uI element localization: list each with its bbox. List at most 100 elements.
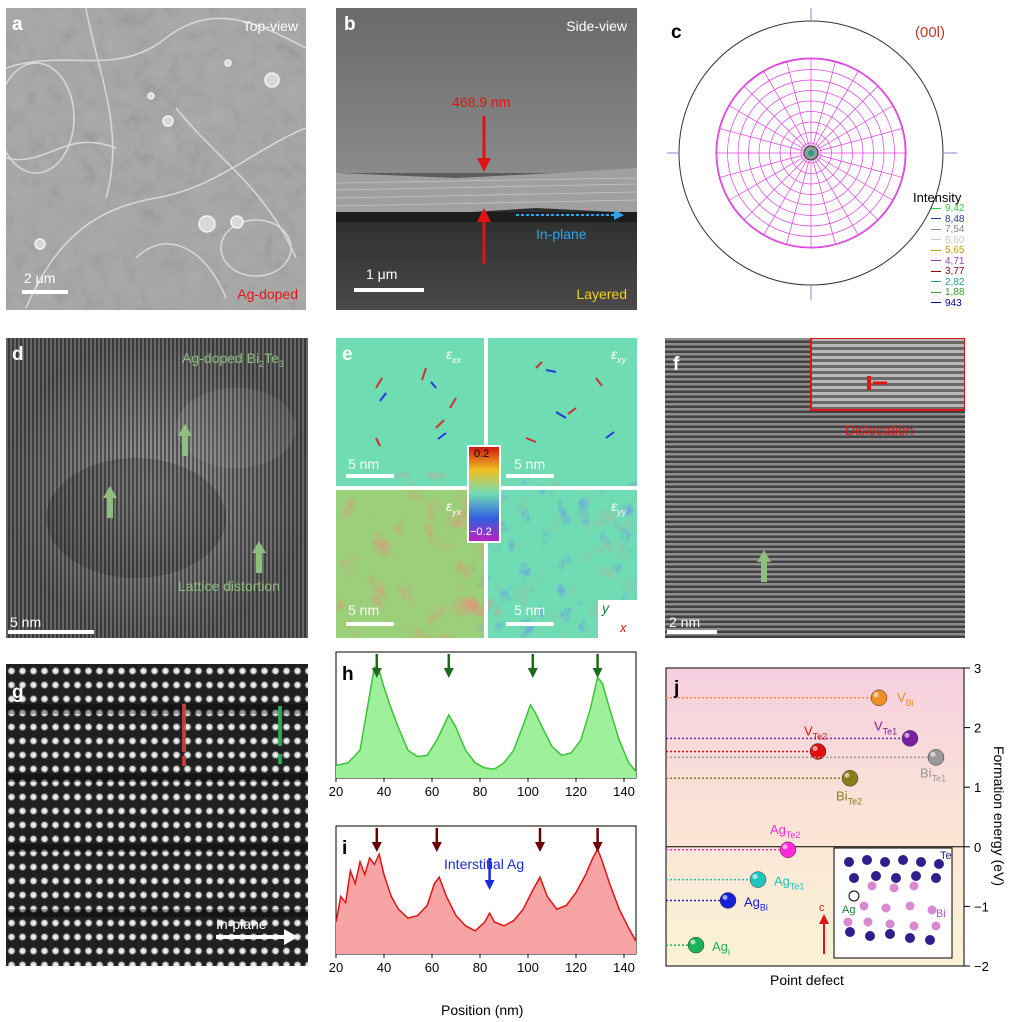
defect-point-highlight bbox=[873, 692, 879, 698]
chart-i: 20 40 60 80 100 120 140 bbox=[329, 825, 637, 975]
thickness-label: 468.9 nm bbox=[452, 94, 511, 110]
panel-label-i: i bbox=[342, 838, 348, 859]
interstitial-arrow-head bbox=[484, 880, 495, 890]
peak-arrow-head bbox=[527, 668, 538, 678]
defect-point-highlight bbox=[782, 844, 788, 850]
grid-spoke bbox=[810, 61, 836, 154]
defect-point bbox=[870, 689, 888, 707]
strain-yx-label: εyx bbox=[446, 498, 462, 517]
defect-label-sub: i bbox=[728, 947, 730, 957]
defect-point bbox=[779, 841, 797, 859]
scale-bar bbox=[667, 630, 717, 634]
x-tick-label: 60 bbox=[425, 784, 439, 799]
intensity-swatch bbox=[931, 302, 941, 304]
strain-yy-label: εyy bbox=[611, 498, 627, 517]
thickness-arrows bbox=[477, 116, 624, 264]
panel-label: c bbox=[671, 22, 682, 43]
scale-bar-label: 5 nm bbox=[514, 456, 546, 472]
axis-x-label: x bbox=[620, 620, 627, 635]
intensity-level: 5,657 bbox=[931, 245, 965, 257]
defect-point-highlight bbox=[930, 751, 936, 757]
grid-spoke bbox=[810, 152, 859, 236]
intensity-value: 5,657 bbox=[945, 245, 965, 256]
x-tick-label: 140 bbox=[613, 784, 635, 799]
peak-arrow-head bbox=[443, 668, 454, 678]
scale-bar-label: 1 μm bbox=[366, 266, 398, 282]
y-tick-label: −2 bbox=[974, 959, 989, 974]
grid-spoke bbox=[786, 61, 812, 154]
scale-bar-label: 5 nm bbox=[514, 602, 546, 618]
defect-point bbox=[901, 730, 919, 747]
intensity-value: 2,829 bbox=[945, 276, 965, 288]
scale-bar bbox=[354, 288, 424, 292]
panel-label: f bbox=[673, 354, 680, 375]
panel-label: a bbox=[12, 14, 23, 35]
intensity-swatch bbox=[931, 218, 941, 220]
lattice-distortion-label: Lattice distortion bbox=[178, 578, 280, 594]
scale-bar-label: 2 nm bbox=[669, 614, 701, 630]
dislocation-label: Dislocation bbox=[845, 422, 914, 438]
structure-bi-label: Bi bbox=[936, 908, 946, 920]
intensity-legend: 9,4298,4867,5436,6005,6574,7153,7722,829… bbox=[931, 203, 965, 309]
y-tick-label: 1 bbox=[974, 780, 981, 795]
intensity-title: Intensity bbox=[913, 190, 962, 205]
panel-label: d bbox=[12, 344, 24, 365]
defect-label-sub: Te2 bbox=[813, 731, 828, 741]
sem-topview-image bbox=[6, 8, 306, 310]
intensity-level: 6,600 bbox=[931, 235, 965, 247]
defect-label-sub: Te1 bbox=[790, 882, 805, 892]
colorbar-max-label: 0.2 bbox=[474, 448, 490, 460]
defect-point-highlight bbox=[904, 732, 910, 738]
panel-d-hrtem: d Ag-doped Bi2Te3 Lattice distortion 5 n… bbox=[6, 338, 308, 638]
grid-spoke bbox=[763, 70, 812, 154]
scale-bar-label: 5 nm bbox=[10, 614, 42, 630]
grid-spoke bbox=[719, 128, 812, 154]
grid-spoke bbox=[810, 85, 879, 154]
panel-label: j bbox=[674, 678, 680, 699]
grid-spoke bbox=[810, 152, 879, 221]
sample-label: Ag-doped bbox=[237, 286, 298, 302]
intensity-swatch bbox=[931, 270, 941, 272]
peak-arrow-head bbox=[592, 842, 603, 852]
x-tick-label: 140 bbox=[613, 960, 635, 975]
y-tick-label: 0 bbox=[974, 840, 981, 855]
grid-spoke bbox=[810, 128, 903, 154]
intensity-value: 7,543 bbox=[945, 224, 965, 235]
scale-bar bbox=[8, 630, 94, 634]
scale-bar-label: 2 μm bbox=[24, 270, 56, 286]
defect-point bbox=[927, 749, 945, 766]
profile-charts: 20 40 60 80 100 120 140 20 40 60 80 100 120 140 bbox=[329, 651, 637, 975]
intensity-level: 7,543 bbox=[931, 224, 965, 236]
defect-point-highlight bbox=[812, 745, 818, 751]
grid-spoke bbox=[810, 152, 903, 178]
colorbar-min-label: −0.2 bbox=[470, 526, 492, 538]
intensity-swatch bbox=[931, 228, 941, 230]
grid-spoke bbox=[810, 152, 836, 245]
defect-label-sub: Bi bbox=[906, 698, 914, 708]
defect-label-sub: Te2 bbox=[786, 830, 801, 840]
defect-point-highlight bbox=[690, 939, 696, 945]
scale-bar bbox=[506, 474, 554, 478]
strain-maps bbox=[336, 338, 637, 638]
structure-c-label: c bbox=[819, 902, 825, 914]
intensity-level: 3,772 bbox=[931, 266, 965, 278]
panel-b-sem-sideview: b Side-view 468.9 nm In-plane 1 μm Layer… bbox=[336, 8, 637, 310]
peak-arrow-head bbox=[371, 842, 382, 852]
peak-arrow-head bbox=[535, 842, 545, 852]
intensity-value: 3,772 bbox=[945, 266, 965, 277]
chart-h: 20 40 60 80 100 120 140 bbox=[329, 651, 637, 799]
pole-figure bbox=[667, 8, 957, 300]
haadf-image bbox=[6, 664, 308, 966]
y-tick-label: 2 bbox=[974, 721, 981, 736]
intensity-level: 9,429 bbox=[931, 203, 965, 215]
intensity-swatch bbox=[931, 249, 941, 251]
peak-arrow-head bbox=[371, 668, 382, 678]
x-tick-label: 100 bbox=[517, 960, 539, 975]
defect-label-sub: Te1 bbox=[932, 773, 947, 783]
structure-ag-label: Ag bbox=[842, 904, 856, 916]
x-tick-label: 120 bbox=[565, 960, 587, 975]
intensity-swatch bbox=[931, 291, 941, 293]
x-tick-label: 20 bbox=[329, 960, 343, 975]
scale-bar-label: 5 nm bbox=[348, 602, 380, 618]
defect-point-highlight bbox=[844, 772, 850, 778]
